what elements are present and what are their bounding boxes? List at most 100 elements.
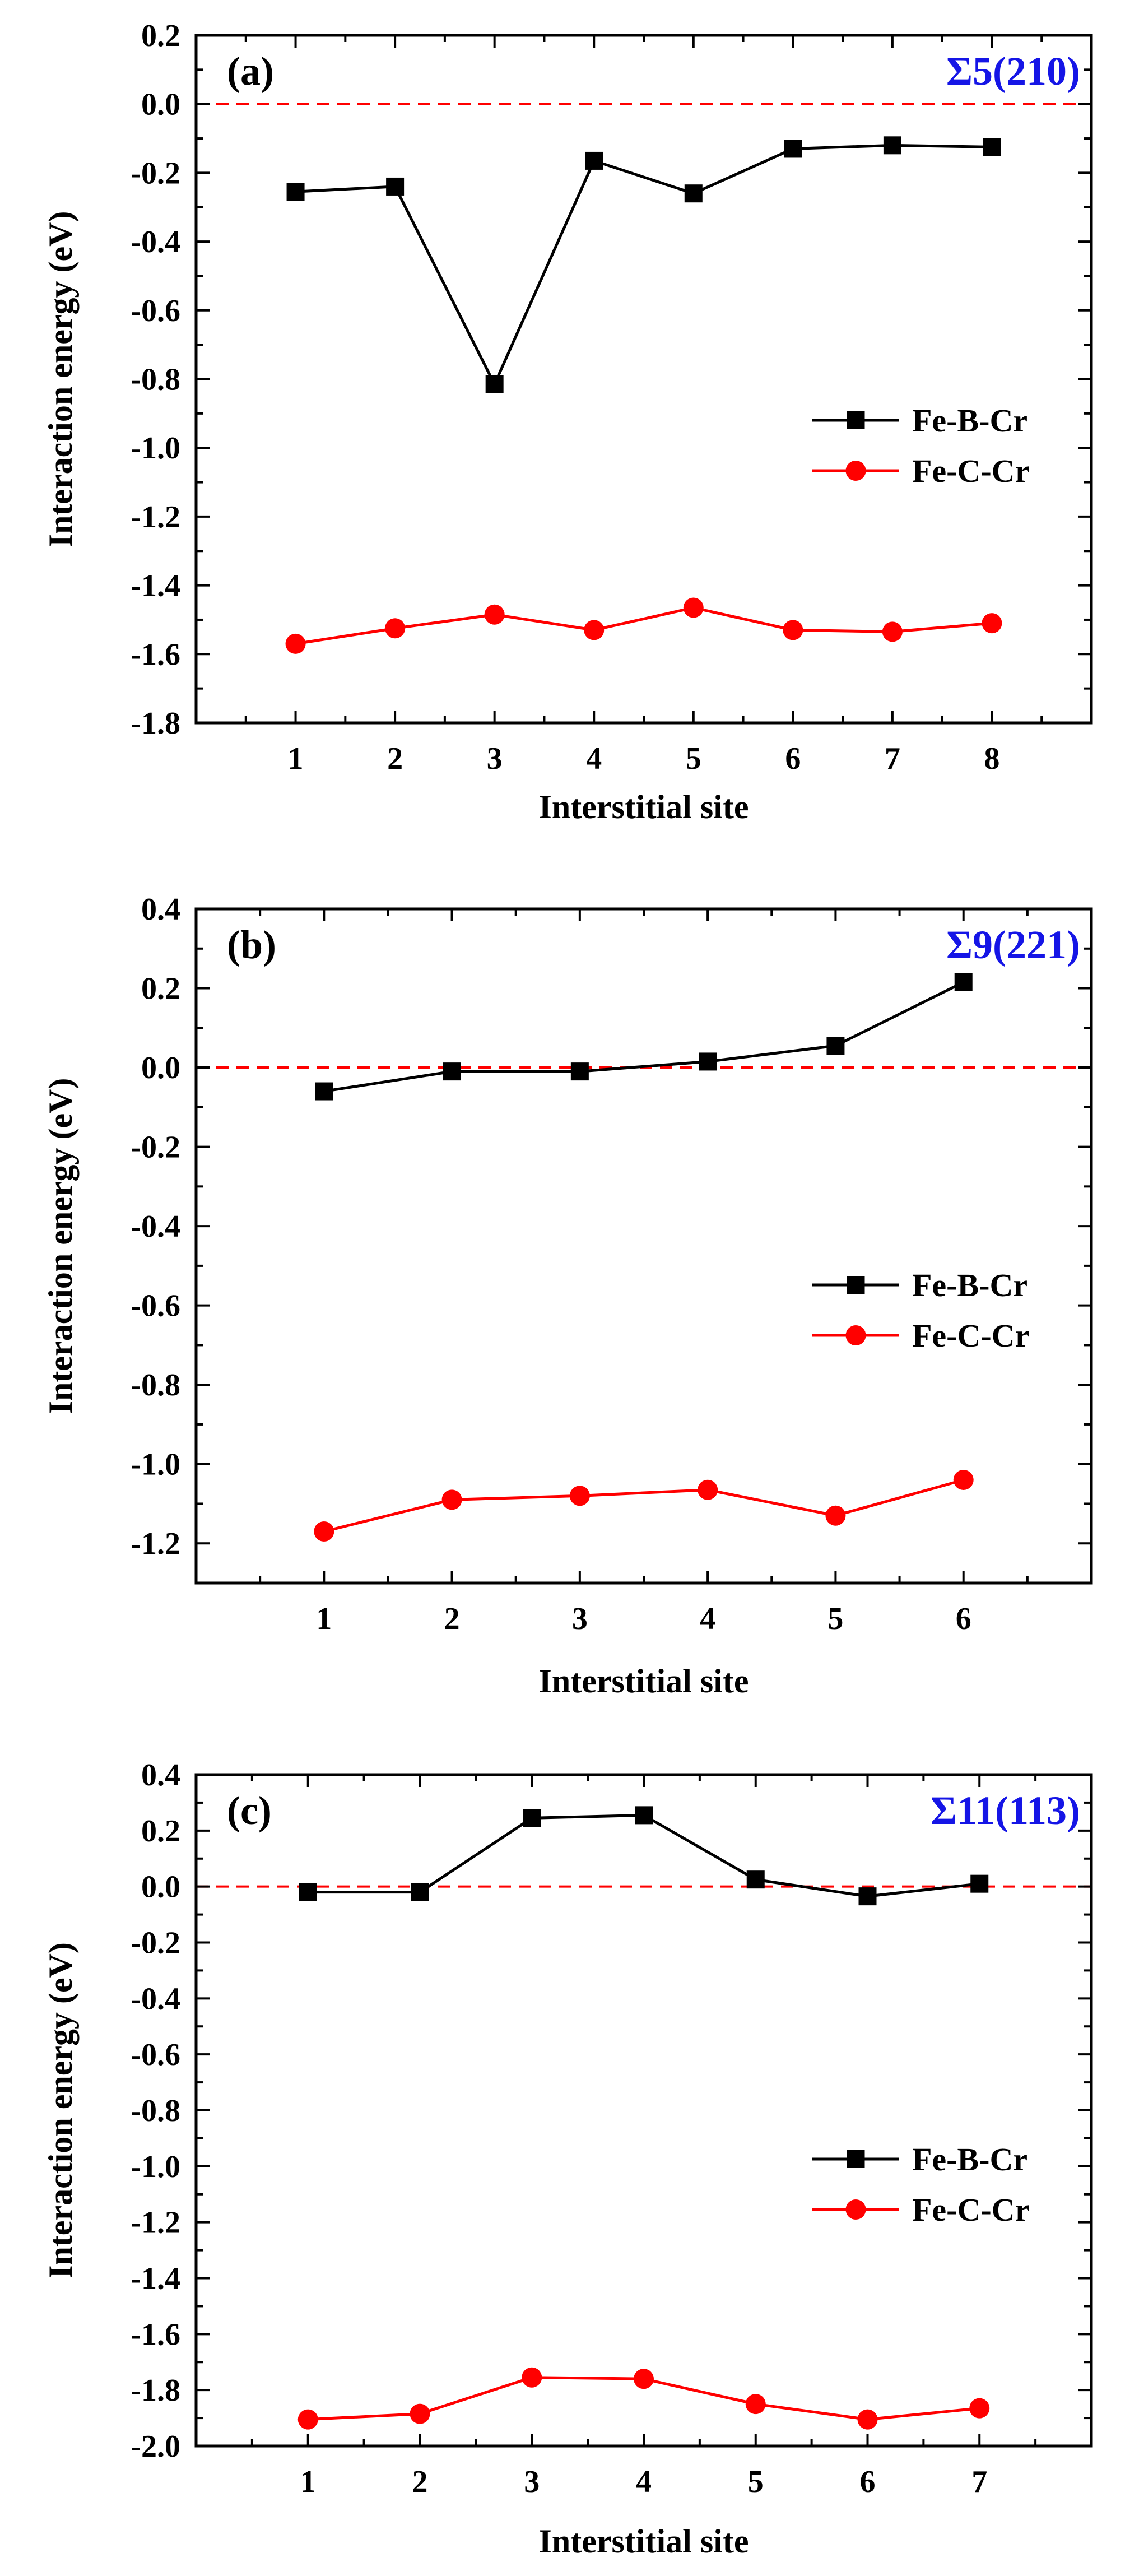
data-point-circle [825, 1505, 846, 1526]
y-tick-label: 0.2 [141, 1814, 180, 1849]
y-tick-label: -0.6 [131, 2037, 180, 2072]
x-tick-label: 1 [316, 1602, 332, 1636]
y-tick-label: -0.6 [131, 1289, 180, 1324]
data-point-circle [314, 1521, 334, 1542]
data-point-circle [683, 597, 704, 618]
series-line-fe-c-cr [323, 1478, 964, 1533]
y-tick-label: -1.2 [131, 500, 180, 535]
data-point-square [585, 151, 603, 170]
y-tick-label: -0.4 [131, 1209, 180, 1244]
x-tick-label: 3 [487, 741, 503, 776]
data-point-square [784, 140, 802, 158]
y-tick-label: -1.6 [131, 637, 180, 672]
data-point-circle [745, 2394, 766, 2415]
data-point-circle [634, 2369, 654, 2389]
data-point-square [983, 138, 1001, 156]
sigma-annotation: Σ9(221) [946, 922, 1080, 967]
data-point-square [315, 1082, 333, 1101]
data-point-square [523, 1809, 541, 1827]
x-tick-label: 2 [387, 741, 403, 776]
x-tick-label: 5 [827, 1602, 843, 1636]
legend-label: Fe-B-Cr [912, 402, 1028, 439]
data-point-circle [297, 2409, 318, 2430]
legend-marker-circle [845, 2199, 866, 2220]
x-tick-label: 4 [586, 741, 602, 776]
plot-frame [194, 1773, 1093, 2448]
y-tick-label: 0.4 [141, 892, 180, 927]
data-point-circle [441, 1489, 462, 1510]
y-tick-label: -0.4 [131, 225, 180, 259]
x-tick-label: 1 [300, 2464, 316, 2499]
data-point-square [485, 375, 504, 393]
x-tick-label: 1 [288, 741, 304, 776]
y-tick-label: -2.0 [131, 2429, 180, 2464]
x-tick-label: 5 [748, 2464, 764, 2499]
legend-label: Fe-C-Cr [912, 2192, 1029, 2228]
y-tick-label: -1.8 [131, 2373, 180, 2408]
data-point-circle [969, 2398, 990, 2419]
y-tick-label: 0.0 [141, 1870, 180, 1905]
x-tick-label: 4 [636, 2464, 652, 2499]
x-axis-title: Interstitial site [539, 2523, 749, 2560]
y-tick-label: -1.4 [131, 2262, 180, 2296]
panel-label: (c) [227, 1788, 272, 1833]
data-point-square [286, 183, 305, 201]
y-tick-label: -1.2 [131, 1526, 180, 1561]
data-point-square [570, 1062, 589, 1081]
y-tick-label: -0.4 [131, 1981, 180, 2016]
data-point-square [299, 1883, 317, 1901]
y-tick-label: -0.8 [131, 363, 180, 397]
y-tick-label: -1.8 [131, 706, 180, 741]
y-tick-label: -0.2 [131, 1130, 180, 1165]
chart-panel-c: 0.4 0.2 0.0 -0.2 -0.4 -0.6 -0.8 -1.0 -1.2 -1.4 -1.… [42, 1758, 1093, 2560]
x-tick-label: 5 [686, 741, 701, 776]
data-point-circle [698, 1479, 718, 1500]
data-point-circle [484, 604, 505, 625]
data-point-square [386, 177, 405, 196]
panel-label: (b) [227, 922, 276, 967]
data-point-square [746, 1870, 765, 1889]
x-tick-label: 3 [524, 2464, 540, 2499]
y-tick-label: -0.2 [131, 156, 180, 191]
y-tick-label: -0.2 [131, 1926, 180, 1961]
legend-marker-circle [845, 461, 866, 481]
data-point-square [635, 1806, 653, 1825]
x-tick-label: 6 [956, 1602, 971, 1636]
x-tick-label: 2 [412, 2464, 428, 2499]
x-tick-label: 7 [885, 741, 900, 776]
y-tick-label: 0.0 [141, 87, 180, 122]
legend-marker-square [847, 2150, 865, 2168]
x-axis-title: Interstitial site [539, 788, 749, 825]
legend-label: Fe-B-Cr [912, 2141, 1028, 2178]
data-point-circle [882, 621, 903, 642]
sigma-annotation: Σ5(210) [946, 49, 1080, 94]
chart-panel-a: 0.2 0.0 -0.2 -0.4 -0.6 -0.8 -1.0 -1.2 -1.4 -1.6 -1… [42, 18, 1093, 825]
data-point-circle [522, 2367, 542, 2388]
x-tick-label: 8 [984, 741, 999, 776]
legend-marker-square [847, 1276, 865, 1294]
data-point-square [443, 1062, 461, 1081]
data-point-circle [584, 620, 605, 640]
y-tick-label: 0.2 [141, 18, 180, 53]
y-tick-label: -1.2 [131, 2206, 180, 2240]
y-tick-label: -0.6 [131, 294, 180, 328]
data-point-circle [410, 2403, 430, 2424]
data-point-square [858, 1887, 877, 1906]
data-point-circle [285, 633, 306, 654]
data-point-circle [953, 1470, 974, 1491]
x-tick-label: 4 [700, 1602, 715, 1636]
y-tick-label: -1.0 [131, 1447, 180, 1482]
data-point-square [699, 1052, 717, 1071]
data-point-circle [982, 613, 1002, 634]
series-line-fe-b-cr [323, 981, 964, 1093]
data-point-square [684, 184, 703, 203]
y-tick-label: 0.0 [141, 1051, 180, 1085]
data-point-circle [857, 2409, 878, 2430]
y-axis-title: Interaction energy (eV) [42, 1078, 79, 1414]
x-tick-label: 7 [971, 2464, 987, 2499]
legend-label: Fe-C-Cr [912, 453, 1029, 489]
y-tick-label: -0.8 [131, 1368, 180, 1403]
y-tick-label: 0.4 [141, 1758, 180, 1793]
x-tick-label: 2 [444, 1602, 460, 1636]
